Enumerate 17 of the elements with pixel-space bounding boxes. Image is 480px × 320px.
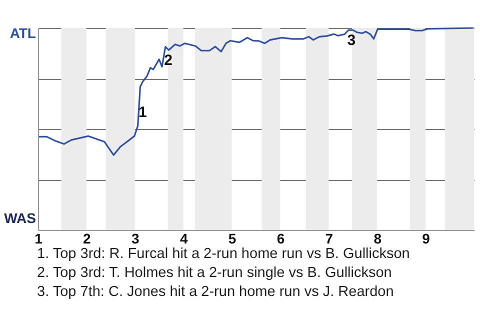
text: 3. Top 7th: C. Jones hit a 2-run home run vs J. Reardon <box>37 283 395 302</box>
text: 2. Top 3rd: T. Holmes hit a 2-run single vs B. Gullickson <box>37 264 393 283</box>
x-tick-label: 6 <box>276 230 285 246</box>
text: 1. Top 3rd: R. Furcal hit a 2-run home run vs B. Gullickson <box>37 245 410 264</box>
x-tick-label: 1 <box>34 230 43 246</box>
x-tick-label: 3 <box>131 230 140 246</box>
x-tick-label: 5 <box>228 230 236 246</box>
x-tick-label: 4 <box>180 230 188 246</box>
x-tick-label: 8 <box>374 230 382 246</box>
annotation: 3 <box>347 32 356 50</box>
x-tick-label: 7 <box>325 230 334 246</box>
x-tick-label: 2 <box>83 230 92 246</box>
text: ATL <box>10 25 36 41</box>
x-tick-label: 9 <box>422 230 430 246</box>
annotation: 2 <box>164 52 172 69</box>
annotation: 1 <box>138 104 147 122</box>
text: WAS <box>4 210 36 226</box>
